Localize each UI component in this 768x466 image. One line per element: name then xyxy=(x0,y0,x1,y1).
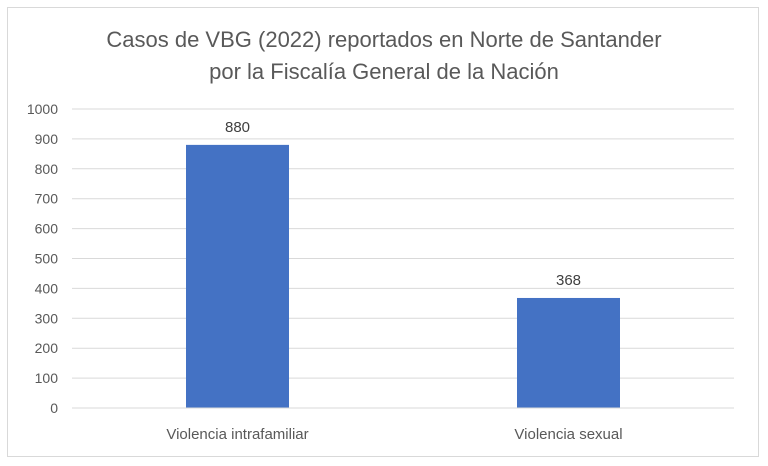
bar-2 xyxy=(517,297,620,408)
chart-title-line-2: por la Fiscalía General de la Nación xyxy=(209,59,559,84)
y-tick-label-700: 700 xyxy=(35,191,59,207)
category-label-1: Violencia intrafamiliar xyxy=(166,426,308,443)
y-tick-label-1000: 1000 xyxy=(27,101,58,117)
y-tick-label-200: 200 xyxy=(35,340,59,356)
data-label-1: 880 xyxy=(225,119,250,136)
y-tick-label-500: 500 xyxy=(35,251,59,267)
chart-title-line-1: Casos de VBG (2022) reportados en Norte … xyxy=(106,27,662,52)
y-tick-label-100: 100 xyxy=(35,370,59,386)
y-tick-label-300: 300 xyxy=(35,310,59,326)
chart-frame xyxy=(7,7,759,457)
y-tick-label-900: 900 xyxy=(35,131,59,147)
y-tick-label-0: 0 xyxy=(50,400,58,416)
y-tick-label-600: 600 xyxy=(35,221,59,237)
bar-1 xyxy=(186,144,289,408)
category-label-2: Violencia sexual xyxy=(514,426,622,443)
data-label-2: 368 xyxy=(556,272,581,289)
y-tick-label-800: 800 xyxy=(35,161,59,177)
chart-title: Casos de VBG (2022) reportados en Norte … xyxy=(0,24,768,88)
y-tick-label-400: 400 xyxy=(35,280,59,296)
